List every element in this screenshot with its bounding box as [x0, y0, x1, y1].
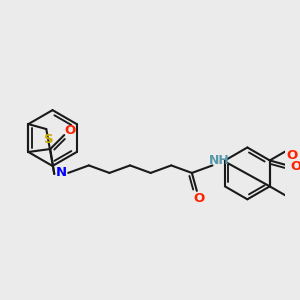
Text: O: O — [64, 124, 76, 136]
Text: N: N — [56, 167, 67, 179]
Text: S: S — [44, 133, 54, 146]
Text: O: O — [286, 149, 298, 162]
Text: NH: NH — [209, 154, 230, 167]
Text: O: O — [290, 160, 300, 173]
Text: O: O — [193, 192, 205, 205]
